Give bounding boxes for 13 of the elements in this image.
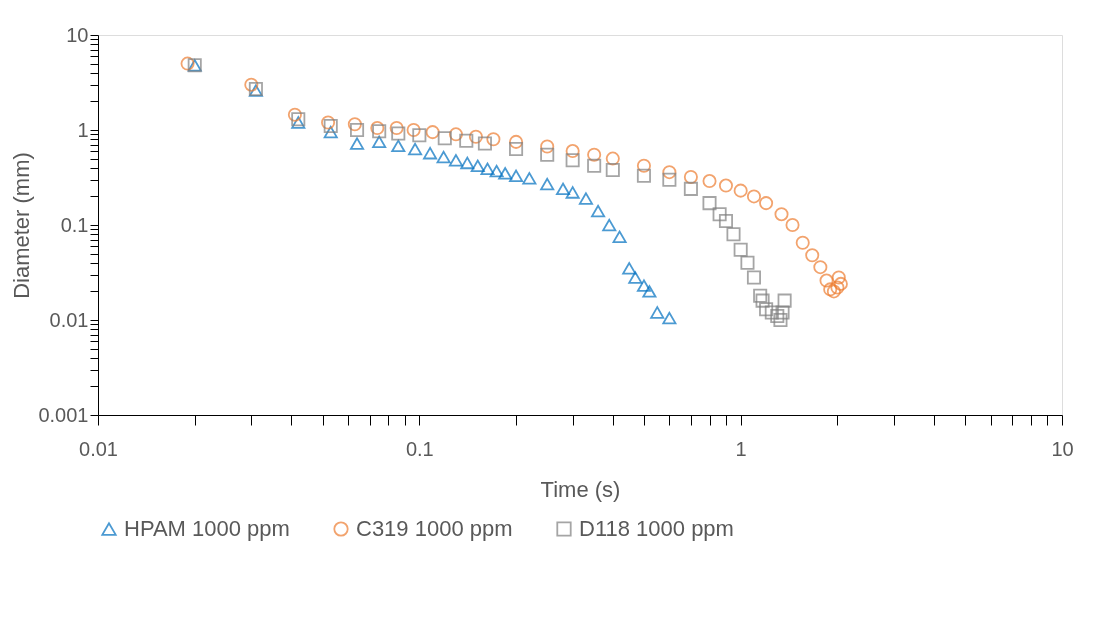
y-axis-title: Diameter (mm) xyxy=(9,152,35,299)
legend-label: D118 1000 ppm xyxy=(579,516,734,541)
y-tick-label: 0.001 xyxy=(38,403,89,426)
y-tick-label: 1 xyxy=(77,118,89,141)
x-tick-label: 0.1 xyxy=(405,437,434,460)
y-tick-label: 10 xyxy=(66,23,89,46)
y-tick-label: 0.01 xyxy=(49,308,89,331)
y-tick-label: 0.1 xyxy=(60,213,89,236)
legend-label: HPAM 1000 ppm xyxy=(124,516,290,541)
x-tick-label: 1 xyxy=(735,437,747,460)
x-tick-label: 10 xyxy=(1051,437,1074,460)
legend-label: C319 1000 ppm xyxy=(356,516,513,541)
x-axis-title: Time (s) xyxy=(540,476,621,502)
